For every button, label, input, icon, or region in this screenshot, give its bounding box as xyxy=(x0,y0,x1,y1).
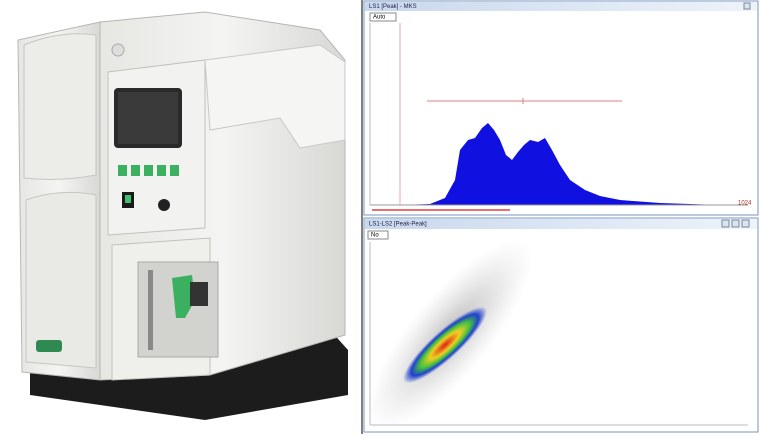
axis-max: 1024 xyxy=(738,201,752,207)
minimize-button[interactable] xyxy=(721,219,730,228)
window-title: LS1-LS2 [Peak-Peak] xyxy=(369,222,427,228)
close-button[interactable] xyxy=(741,219,750,228)
instrument xyxy=(0,0,362,434)
title-bar xyxy=(365,2,757,11)
dotplot-window: LS1-LS2 [Peak-Peak] No xyxy=(363,217,759,433)
histogram-window: LS1 [Peak] - MKS Auto 1024 xyxy=(363,0,759,216)
close-button[interactable] xyxy=(743,2,751,10)
maximize-button[interactable] xyxy=(731,219,740,228)
dropdown-value: No xyxy=(371,233,379,239)
dropdown-value: Auto xyxy=(373,15,386,21)
dropdown[interactable] xyxy=(369,12,397,22)
dropdown[interactable] xyxy=(367,230,389,240)
title-bar xyxy=(365,219,757,229)
histogram xyxy=(400,123,720,205)
window-title: LS1 [Peak] - MKS xyxy=(369,4,417,10)
dense-population xyxy=(403,306,487,384)
